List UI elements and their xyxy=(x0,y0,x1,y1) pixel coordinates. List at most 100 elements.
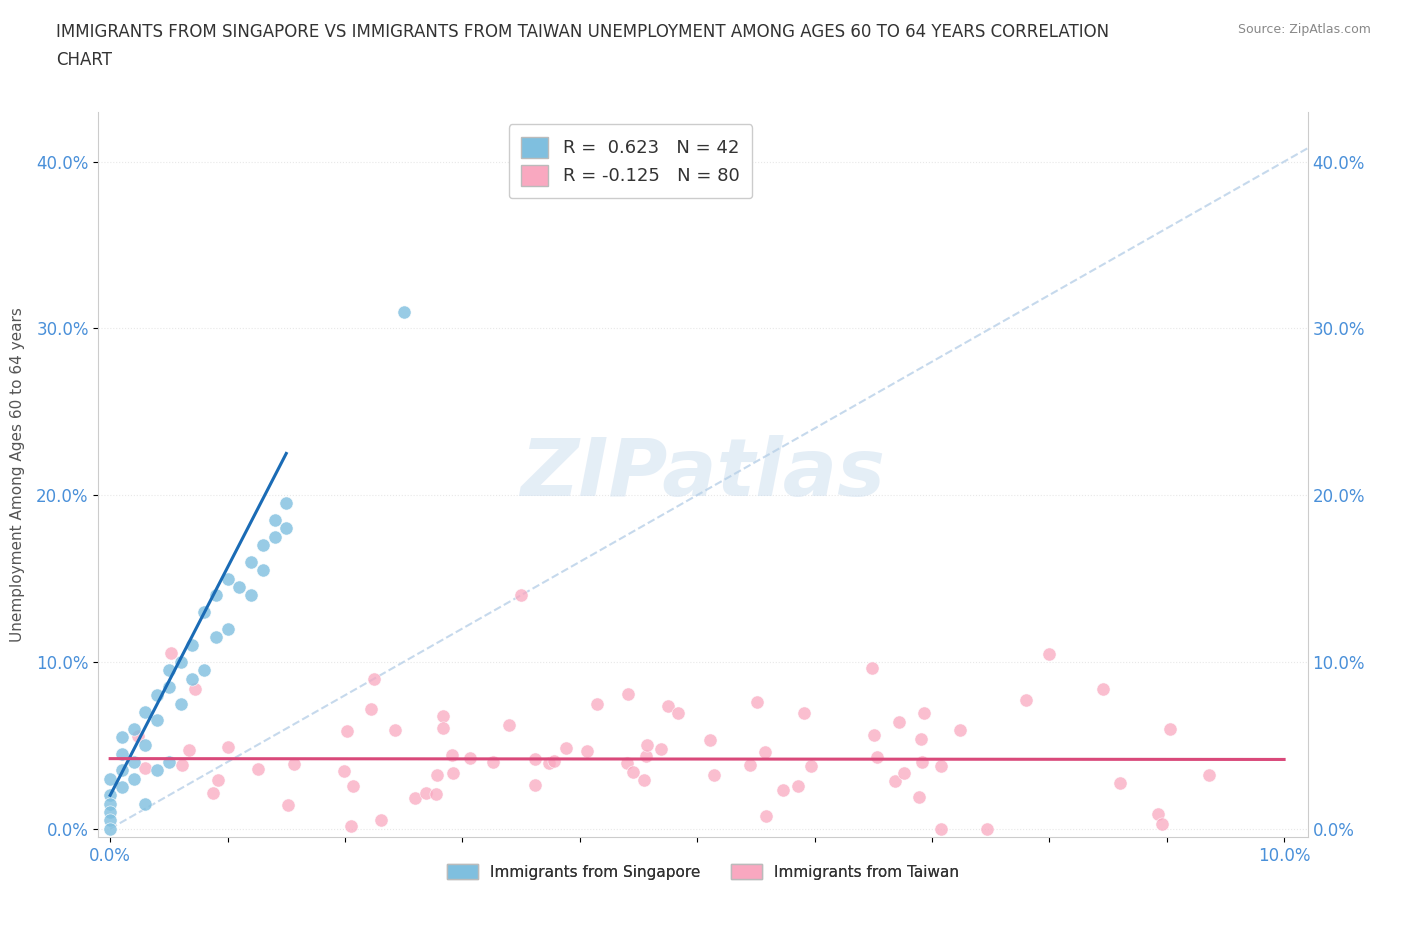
Point xyxy=(111,746,134,761)
Point xyxy=(360,701,382,716)
Point xyxy=(181,638,204,653)
Point xyxy=(146,712,169,727)
Point xyxy=(157,680,180,695)
Point xyxy=(111,763,134,777)
Point xyxy=(860,660,883,675)
Point xyxy=(134,705,156,720)
Point xyxy=(862,727,884,742)
Point xyxy=(276,521,298,536)
Point xyxy=(1109,776,1132,790)
Point xyxy=(277,798,299,813)
Point xyxy=(441,765,464,780)
Point xyxy=(134,737,156,752)
Point xyxy=(666,705,689,720)
Point xyxy=(98,821,121,836)
Point xyxy=(1015,693,1038,708)
Point xyxy=(636,748,658,763)
Point xyxy=(908,790,931,804)
Point xyxy=(543,753,565,768)
Point xyxy=(931,821,953,836)
Point xyxy=(392,304,415,319)
Point xyxy=(745,695,768,710)
Point xyxy=(755,808,778,823)
Point xyxy=(207,772,229,787)
Point xyxy=(252,538,274,552)
Point xyxy=(911,755,934,770)
Point xyxy=(146,688,169,703)
Point xyxy=(217,739,239,754)
Point xyxy=(172,758,194,773)
Point xyxy=(616,756,638,771)
Point xyxy=(1159,722,1181,737)
Point xyxy=(98,804,121,819)
Point xyxy=(772,782,794,797)
Point xyxy=(910,732,932,747)
Point xyxy=(98,796,121,811)
Text: ZIPatlas: ZIPatlas xyxy=(520,435,886,513)
Point xyxy=(134,796,156,811)
Point xyxy=(1147,806,1170,821)
Point xyxy=(111,779,134,794)
Point xyxy=(432,709,454,724)
Text: CHART: CHART xyxy=(56,51,112,69)
Point xyxy=(650,741,672,756)
Point xyxy=(111,729,134,744)
Point xyxy=(703,767,725,782)
Point xyxy=(458,751,481,765)
Point xyxy=(912,706,935,721)
Point xyxy=(657,698,679,713)
Point xyxy=(340,818,363,833)
Point xyxy=(98,813,121,828)
Point xyxy=(204,630,226,644)
Point xyxy=(246,762,269,777)
Point xyxy=(177,742,200,757)
Point xyxy=(157,754,180,769)
Point xyxy=(384,723,406,737)
Point xyxy=(98,771,121,786)
Point xyxy=(184,681,207,696)
Point xyxy=(122,721,145,736)
Legend: Immigrants from Singapore, Immigrants from Taiwan: Immigrants from Singapore, Immigrants fr… xyxy=(440,857,966,887)
Point xyxy=(240,554,263,569)
Point xyxy=(1152,817,1174,831)
Point xyxy=(363,671,385,686)
Point xyxy=(425,786,447,801)
Point xyxy=(426,767,449,782)
Point xyxy=(524,751,547,766)
Point xyxy=(929,759,952,774)
Point xyxy=(893,765,915,780)
Point xyxy=(523,777,546,792)
Point xyxy=(169,697,191,711)
Point xyxy=(976,821,998,836)
Point xyxy=(787,778,810,793)
Point xyxy=(263,512,285,527)
Point xyxy=(370,812,392,827)
Point xyxy=(122,754,145,769)
Point xyxy=(586,696,609,711)
Point xyxy=(193,663,215,678)
Point xyxy=(481,755,503,770)
Point xyxy=(204,588,226,603)
Text: Source: ZipAtlas.com: Source: ZipAtlas.com xyxy=(1237,23,1371,36)
Point xyxy=(98,788,121,803)
Point xyxy=(335,724,357,738)
Point xyxy=(201,785,224,800)
Point xyxy=(263,529,285,544)
Point xyxy=(498,718,520,733)
Point xyxy=(122,771,145,786)
Point xyxy=(252,563,274,578)
Point xyxy=(181,671,204,686)
Point xyxy=(621,764,644,779)
Y-axis label: Unemployment Among Ages 60 to 64 years: Unemployment Among Ages 60 to 64 years xyxy=(10,307,25,642)
Point xyxy=(146,763,169,777)
Point xyxy=(636,737,658,752)
Point xyxy=(157,663,180,678)
Point xyxy=(440,748,463,763)
Point xyxy=(889,714,911,729)
Point xyxy=(1198,767,1220,782)
Point xyxy=(228,579,250,594)
Point xyxy=(217,621,239,636)
Point xyxy=(404,790,426,805)
Point xyxy=(949,723,972,737)
Point xyxy=(127,728,149,743)
